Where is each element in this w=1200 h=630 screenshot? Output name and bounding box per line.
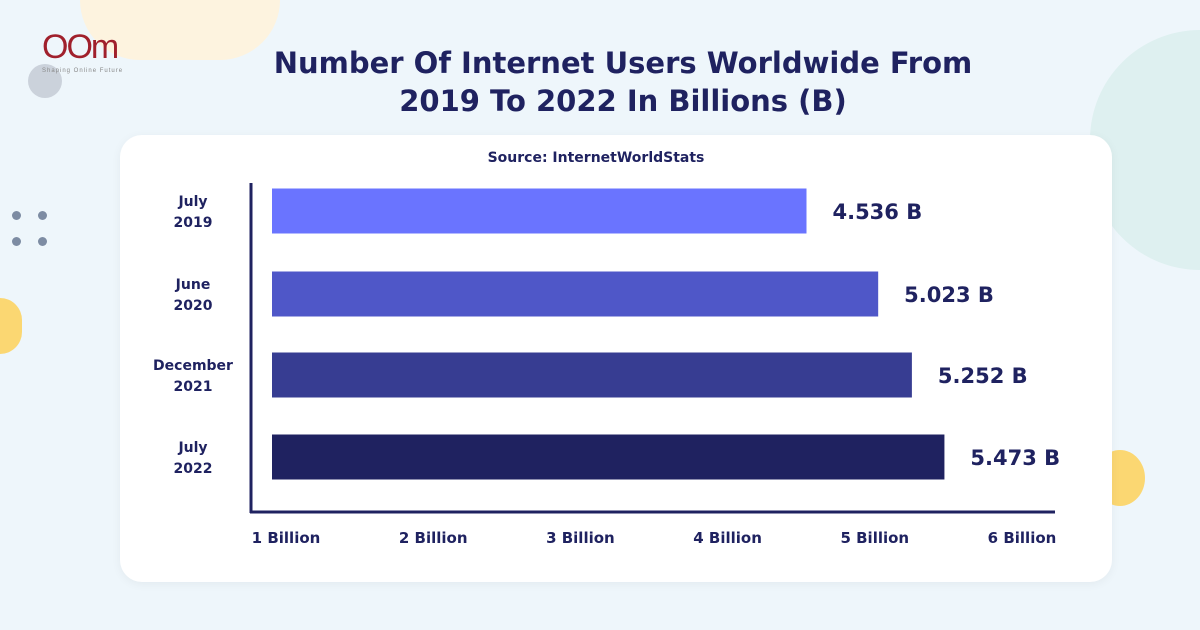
x-tick-label: 3 Billion	[546, 529, 615, 547]
category-label: July	[177, 194, 207, 210]
decor-circle-grey	[28, 64, 62, 98]
bar	[272, 271, 879, 317]
logo: OOm Shaping Online Future	[42, 30, 123, 75]
logo-text: OOm	[42, 28, 119, 66]
logo-tagline: Shaping Online Future	[42, 68, 124, 74]
data-label: 5.023 B	[904, 283, 994, 307]
category-label: 2022	[174, 461, 213, 477]
category-label: December	[153, 358, 233, 374]
decor-circle-yellow	[0, 298, 22, 354]
x-tick-label: 5 Billion	[840, 529, 909, 547]
title-mid: To	[479, 84, 536, 118]
title-suffix: In Billions (B)	[616, 84, 847, 118]
x-tick-label: 6 Billion	[988, 529, 1057, 547]
chart-source: Source: InternetWorldStats	[487, 150, 705, 166]
category-label: 2020	[174, 298, 213, 314]
category-label: July	[177, 440, 207, 456]
category-label: 2021	[174, 379, 213, 395]
x-tick-label: 1 Billion	[252, 529, 321, 547]
category-label: June	[175, 277, 211, 293]
data-label: 5.473 B	[970, 446, 1060, 470]
x-tick-label: 4 Billion	[693, 529, 762, 547]
x-tick-label: 2 Billion	[399, 529, 468, 547]
decor-circle-peach	[80, 0, 280, 60]
category-label: 2019	[174, 215, 213, 231]
title-year-start: 2019	[399, 84, 480, 118]
title-line1: Number Of Internet Users Worldwide From	[273, 46, 973, 80]
data-label: 4.536 B	[832, 200, 922, 224]
data-label: 5.252 B	[938, 364, 1028, 388]
bar	[272, 434, 945, 480]
bar	[272, 188, 807, 234]
title-year-end: 2022	[536, 84, 617, 118]
chart-title: Number Of Internet Users Worldwide From …	[46, 44, 1200, 120]
bar	[272, 352, 912, 398]
